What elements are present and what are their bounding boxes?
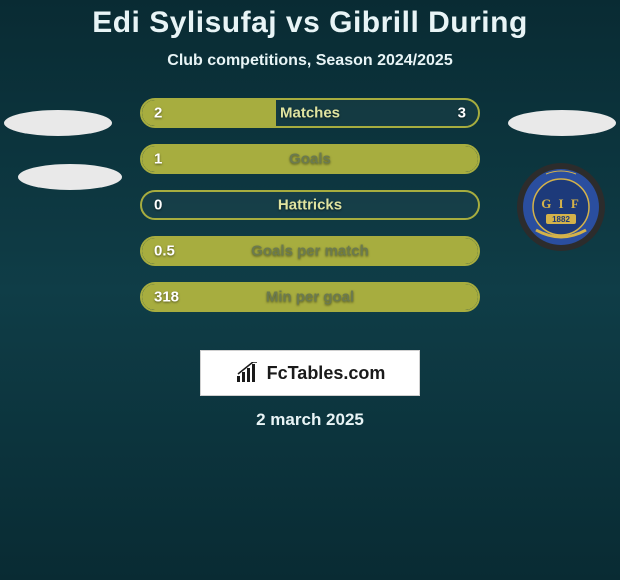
bar-label: Goals — [289, 151, 331, 168]
bar-left-value: 0.5 — [154, 243, 175, 260]
stat-bar-matches: 2 3 Matches — [140, 98, 480, 128]
player1-badge-placeholder-2 — [18, 164, 122, 190]
player1-badge-placeholder-1 — [4, 110, 112, 136]
club-badge: G I F 1882 — [516, 162, 606, 252]
bar-label: Goals per match — [251, 243, 369, 260]
source-logo: FcTables.com — [200, 350, 420, 396]
bar-left-value: 318 — [154, 289, 179, 306]
badge-year: 1882 — [552, 215, 570, 224]
stat-bars: 2 3 Matches 1 Goals 0 Hattricks 0.5 Goals per ma… — [140, 98, 480, 328]
bar-label: Matches — [280, 105, 340, 122]
stat-bar-goals-per-match: 0.5 Goals per match — [140, 236, 480, 266]
stat-bar-goals: 1 Goals — [140, 144, 480, 174]
bar-label: Min per goal — [266, 289, 354, 306]
chart-icon — [235, 362, 261, 384]
badge-initials: G I F — [541, 196, 581, 211]
stat-bar-hattricks: 0 Hattricks — [140, 190, 480, 220]
bar-left-value: 0 — [154, 197, 162, 214]
stat-bar-min-per-goal: 318 Min per goal — [140, 282, 480, 312]
bar-label: Hattricks — [278, 197, 342, 214]
bar-right-value: 3 — [458, 105, 466, 122]
subtitle: Club competitions, Season 2024/2025 — [0, 52, 620, 70]
bar-left-value: 1 — [154, 151, 162, 168]
page-title: Edi Sylisufaj vs Gibrill During — [0, 0, 620, 40]
source-logo-text: FcTables.com — [267, 363, 386, 384]
player2-badge-placeholder — [508, 110, 616, 136]
date-label: 2 march 2025 — [256, 410, 364, 430]
comparison-infographic: Edi Sylisufaj vs Gibrill During Club com… — [0, 0, 620, 580]
bar-left-value: 2 — [154, 105, 162, 122]
